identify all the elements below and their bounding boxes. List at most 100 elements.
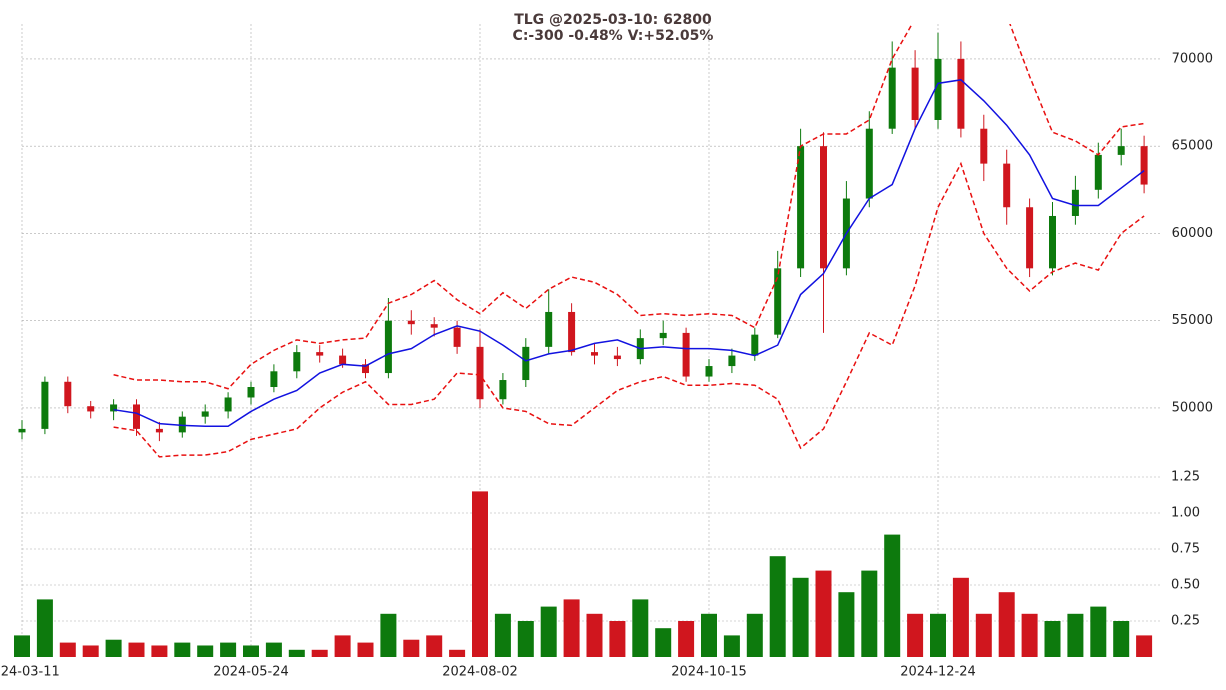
volume-bar xyxy=(380,613,397,657)
volume-bar xyxy=(609,621,626,657)
volume-bar xyxy=(449,649,466,657)
candle-body xyxy=(1003,163,1011,208)
candle-body xyxy=(728,355,736,367)
volume-bar xyxy=(655,628,672,657)
volume-bar xyxy=(311,649,328,657)
candle-body xyxy=(980,128,988,164)
y-tick-label: 50000 xyxy=(1172,400,1213,415)
volume-bar xyxy=(105,639,122,657)
volume-bar xyxy=(723,635,740,657)
volume-bar xyxy=(59,642,76,657)
candle-body xyxy=(659,332,667,339)
volume-bar xyxy=(746,613,763,657)
y-tick-label: 1.25 xyxy=(1171,470,1200,485)
candle-body xyxy=(453,327,461,347)
volume-bar xyxy=(494,613,511,657)
volume-bar xyxy=(930,613,946,657)
x-tick-label: 2024-03-11 xyxy=(0,665,60,680)
volume-bar xyxy=(426,635,443,657)
candle-body xyxy=(41,381,49,429)
y-tick-label: 55000 xyxy=(1172,313,1213,328)
candle-body xyxy=(911,67,919,120)
candle-body xyxy=(499,380,507,400)
candle-body xyxy=(1094,154,1102,190)
volume-bar xyxy=(517,621,534,657)
volume-bar xyxy=(220,642,237,657)
candle-body xyxy=(476,346,484,400)
candle-body xyxy=(1049,215,1056,269)
volume-bar xyxy=(701,613,717,657)
volume-bar xyxy=(243,645,259,657)
candle-body xyxy=(591,352,598,356)
candle-body xyxy=(247,387,255,398)
y-tick-label: 0.25 xyxy=(1171,614,1200,629)
moving-average xyxy=(113,79,1145,428)
y-tick-label: 1.00 xyxy=(1171,506,1200,521)
candle-body xyxy=(797,146,805,269)
candle-body xyxy=(1071,189,1079,216)
candle-body xyxy=(201,411,209,417)
candle-body xyxy=(705,366,713,377)
volume-bar xyxy=(540,606,557,657)
candle-body xyxy=(751,334,759,356)
volume-bar xyxy=(151,645,168,657)
volume-bar xyxy=(975,613,992,657)
candle-body xyxy=(1117,146,1125,155)
candle-body xyxy=(155,428,163,433)
candle-body xyxy=(64,381,72,407)
candle-body xyxy=(407,320,415,325)
volume-bar xyxy=(1136,635,1153,657)
candle-body xyxy=(1026,207,1034,269)
price-plot xyxy=(18,24,1148,458)
chart-title: TLG @2025-03-10: 62800 xyxy=(514,12,712,28)
volume-bar xyxy=(1067,613,1084,657)
y-tick-label: 0.50 xyxy=(1171,578,1200,593)
volume-bar xyxy=(1090,606,1107,657)
candle-body xyxy=(820,146,827,269)
candle-body xyxy=(316,352,324,356)
volume-bar xyxy=(265,642,282,657)
volume-bar xyxy=(907,613,924,657)
y-tick-label: 70000 xyxy=(1172,51,1213,66)
candle-body xyxy=(224,397,232,412)
candle-body xyxy=(957,58,965,129)
y-tick-label: 0.75 xyxy=(1171,542,1200,557)
candle-body xyxy=(545,311,553,347)
volume-bar xyxy=(1044,621,1061,657)
volume-bar xyxy=(769,556,786,657)
candle-body xyxy=(270,371,278,388)
volume-bar xyxy=(1113,621,1130,657)
volume-bar xyxy=(82,645,99,657)
upper-band xyxy=(113,24,1145,390)
candle-body xyxy=(888,67,896,129)
volume-bar xyxy=(861,570,878,657)
candle-body xyxy=(293,352,301,372)
volume-bar xyxy=(334,635,351,657)
volume-bar xyxy=(838,592,855,657)
volume-bar xyxy=(174,642,191,657)
volume-bar xyxy=(288,649,305,657)
candle-body xyxy=(430,324,438,328)
candle-body xyxy=(522,346,530,381)
volume-bar xyxy=(952,577,969,657)
lower-band xyxy=(113,161,1145,458)
candle-body xyxy=(865,128,873,199)
candle-body xyxy=(133,404,140,429)
volume-bar xyxy=(678,621,695,657)
candle-body xyxy=(568,311,576,353)
candle-body xyxy=(774,268,782,335)
candle-body xyxy=(110,404,118,412)
candle-body xyxy=(339,355,347,365)
volume-bar xyxy=(36,599,53,657)
volume-bar xyxy=(1021,613,1038,657)
volume-bar xyxy=(632,599,649,657)
candle-body xyxy=(613,355,621,360)
volume-bar xyxy=(357,642,374,657)
y-tick-label: 65000 xyxy=(1172,139,1213,154)
volume-bar xyxy=(472,491,488,657)
volume-bar xyxy=(586,613,603,657)
volume-bar xyxy=(792,577,809,657)
x-tick-label: 2024-08-02 xyxy=(442,665,518,680)
candle-body xyxy=(18,428,26,433)
